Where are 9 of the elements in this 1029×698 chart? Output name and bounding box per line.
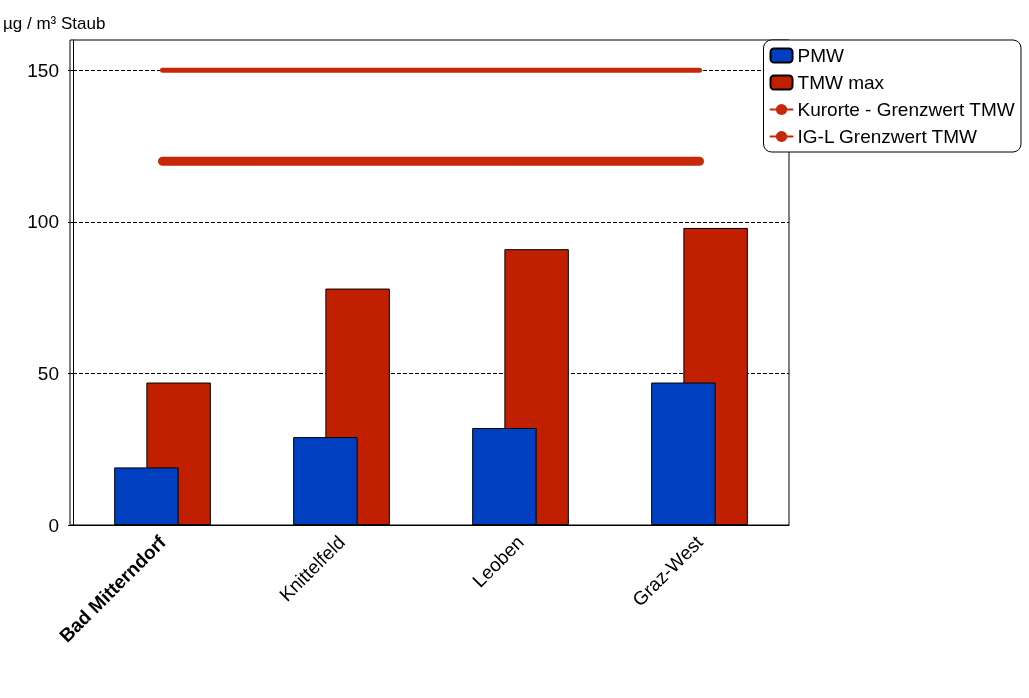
legend-label: PMW [797,45,845,66]
legend-label: IG-L Grenzwert TMW [797,126,978,147]
y-axis-title: µg / m³ Staub [3,14,106,33]
legend-label: TMW max [797,72,885,93]
y-tick-label: 150 [27,59,59,81]
legend-label: Kurorte - Grenzwert TMW [797,99,1015,120]
y-tick-label: 100 [27,211,59,233]
y-tick-label: 0 [48,514,59,536]
y-tick-label: 50 [37,362,59,384]
